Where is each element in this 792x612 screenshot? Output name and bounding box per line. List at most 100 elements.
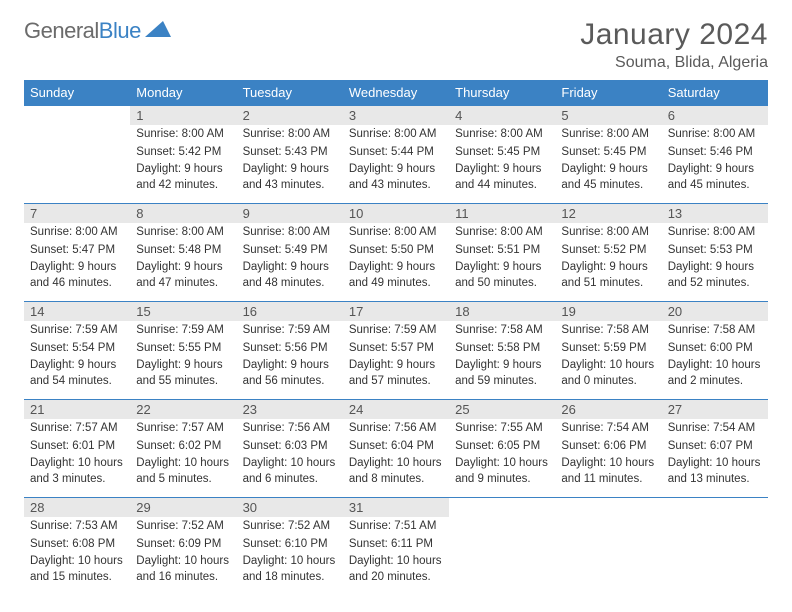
day-number: 27	[662, 400, 768, 419]
daylight-text: Daylight: 9 hours and 52 minutes.	[662, 258, 768, 291]
day-number: 14	[24, 302, 130, 321]
daylight-text: Daylight: 10 hours and 3 minutes.	[24, 454, 130, 487]
sunset-text: Sunset: 5:43 PM	[237, 143, 343, 161]
logo-text-gray: General	[24, 18, 99, 43]
daylight-text: Daylight: 9 hours and 42 minutes.	[130, 160, 236, 193]
daylight-text: Daylight: 9 hours and 44 minutes.	[449, 160, 555, 193]
day-number: 22	[130, 400, 236, 419]
daylight-text: Daylight: 9 hours and 46 minutes.	[24, 258, 130, 291]
sunrise-text: Sunrise: 7:51 AM	[343, 517, 449, 535]
sunrise-text: Sunrise: 8:00 AM	[662, 125, 768, 143]
day-number: 18	[449, 302, 555, 321]
daylight-text: Daylight: 10 hours and 20 minutes.	[343, 552, 449, 585]
day-number: 7	[24, 204, 130, 223]
daylight-text: Daylight: 10 hours and 11 minutes.	[555, 454, 661, 487]
day-number: 24	[343, 400, 449, 419]
calendar-week: 1Sunrise: 8:00 AMSunset: 5:42 PMDaylight…	[24, 106, 768, 198]
sunset-text: Sunset: 5:55 PM	[130, 339, 236, 357]
day-number: 16	[237, 302, 343, 321]
day-header: Thursday	[449, 80, 555, 106]
day-number: 11	[449, 204, 555, 223]
day-header-row: SundayMondayTuesdayWednesdayThursdayFrid…	[24, 80, 768, 106]
sunrise-text: Sunrise: 7:56 AM	[343, 419, 449, 437]
sunset-text: Sunset: 5:49 PM	[237, 241, 343, 259]
sunrise-text: Sunrise: 7:52 AM	[130, 517, 236, 535]
calendar-cell	[449, 498, 555, 590]
calendar-cell: 29Sunrise: 7:52 AMSunset: 6:09 PMDayligh…	[130, 498, 236, 590]
day-number: 1	[130, 106, 236, 125]
logo-text-blue: Blue	[99, 18, 141, 43]
sunrise-text: Sunrise: 7:59 AM	[130, 321, 236, 339]
day-number: 28	[24, 498, 130, 517]
header: GeneralBlue January 2024 Souma, Blida, A…	[24, 18, 768, 72]
sunrise-text: Sunrise: 7:58 AM	[662, 321, 768, 339]
sunrise-text: Sunrise: 7:56 AM	[237, 419, 343, 437]
sunset-text: Sunset: 5:58 PM	[449, 339, 555, 357]
day-number: 15	[130, 302, 236, 321]
sunset-text: Sunset: 6:05 PM	[449, 437, 555, 455]
sunrise-text: Sunrise: 8:00 AM	[343, 125, 449, 143]
sunrise-text: Sunrise: 8:00 AM	[130, 223, 236, 241]
sunrise-text: Sunrise: 8:00 AM	[662, 223, 768, 241]
sunrise-text: Sunrise: 7:55 AM	[449, 419, 555, 437]
sunset-text: Sunset: 6:03 PM	[237, 437, 343, 455]
calendar-cell: 12Sunrise: 8:00 AMSunset: 5:52 PMDayligh…	[555, 204, 661, 296]
sunset-text: Sunset: 6:07 PM	[662, 437, 768, 455]
daylight-text: Daylight: 10 hours and 18 minutes.	[237, 552, 343, 585]
calendar-week: 14Sunrise: 7:59 AMSunset: 5:54 PMDayligh…	[24, 302, 768, 394]
day-header: Saturday	[662, 80, 768, 106]
sunset-text: Sunset: 6:00 PM	[662, 339, 768, 357]
day-number: 4	[449, 106, 555, 125]
sunset-text: Sunset: 5:48 PM	[130, 241, 236, 259]
calendar-cell: 2Sunrise: 8:00 AMSunset: 5:43 PMDaylight…	[237, 106, 343, 198]
calendar-cell: 11Sunrise: 8:00 AMSunset: 5:51 PMDayligh…	[449, 204, 555, 296]
sunset-text: Sunset: 6:09 PM	[130, 535, 236, 553]
daylight-text: Daylight: 9 hours and 57 minutes.	[343, 356, 449, 389]
day-number: 31	[343, 498, 449, 517]
daylight-text: Daylight: 10 hours and 15 minutes.	[24, 552, 130, 585]
calendar-cell: 25Sunrise: 7:55 AMSunset: 6:05 PMDayligh…	[449, 400, 555, 492]
calendar-cell: 31Sunrise: 7:51 AMSunset: 6:11 PMDayligh…	[343, 498, 449, 590]
calendar-cell: 23Sunrise: 7:56 AMSunset: 6:03 PMDayligh…	[237, 400, 343, 492]
sunset-text: Sunset: 5:53 PM	[662, 241, 768, 259]
daylight-text: Daylight: 9 hours and 48 minutes.	[237, 258, 343, 291]
daylight-text: Daylight: 10 hours and 2 minutes.	[662, 356, 768, 389]
calendar-cell: 21Sunrise: 7:57 AMSunset: 6:01 PMDayligh…	[24, 400, 130, 492]
sunrise-text: Sunrise: 8:00 AM	[24, 223, 130, 241]
day-number: 21	[24, 400, 130, 419]
sunrise-text: Sunrise: 8:00 AM	[555, 125, 661, 143]
sunset-text: Sunset: 6:06 PM	[555, 437, 661, 455]
sunrise-text: Sunrise: 7:59 AM	[237, 321, 343, 339]
sunrise-text: Sunrise: 8:00 AM	[237, 223, 343, 241]
sunset-text: Sunset: 5:45 PM	[555, 143, 661, 161]
sunset-text: Sunset: 5:54 PM	[24, 339, 130, 357]
day-number: 26	[555, 400, 661, 419]
location: Souma, Blida, Algeria	[580, 54, 768, 72]
sunset-text: Sunset: 5:56 PM	[237, 339, 343, 357]
daylight-text: Daylight: 10 hours and 13 minutes.	[662, 454, 768, 487]
sunrise-text: Sunrise: 8:00 AM	[130, 125, 236, 143]
daylight-text: Daylight: 9 hours and 54 minutes.	[24, 356, 130, 389]
daylight-text: Daylight: 9 hours and 43 minutes.	[343, 160, 449, 193]
daylight-text: Daylight: 9 hours and 55 minutes.	[130, 356, 236, 389]
calendar-cell: 14Sunrise: 7:59 AMSunset: 5:54 PMDayligh…	[24, 302, 130, 394]
sunset-text: Sunset: 5:57 PM	[343, 339, 449, 357]
daylight-text: Daylight: 10 hours and 6 minutes.	[237, 454, 343, 487]
sunset-text: Sunset: 5:42 PM	[130, 143, 236, 161]
sunset-text: Sunset: 6:01 PM	[24, 437, 130, 455]
day-number: 25	[449, 400, 555, 419]
calendar-cell	[662, 498, 768, 590]
calendar-week: 21Sunrise: 7:57 AMSunset: 6:01 PMDayligh…	[24, 400, 768, 492]
sunset-text: Sunset: 5:46 PM	[662, 143, 768, 161]
calendar-cell: 30Sunrise: 7:52 AMSunset: 6:10 PMDayligh…	[237, 498, 343, 590]
day-number: 12	[555, 204, 661, 223]
sunrise-text: Sunrise: 7:59 AM	[343, 321, 449, 339]
sunset-text: Sunset: 5:47 PM	[24, 241, 130, 259]
day-number: 2	[237, 106, 343, 125]
sunset-text: Sunset: 5:44 PM	[343, 143, 449, 161]
daylight-text: Daylight: 9 hours and 47 minutes.	[130, 258, 236, 291]
daylight-text: Daylight: 9 hours and 51 minutes.	[555, 258, 661, 291]
calendar-cell: 24Sunrise: 7:56 AMSunset: 6:04 PMDayligh…	[343, 400, 449, 492]
calendar-cell: 26Sunrise: 7:54 AMSunset: 6:06 PMDayligh…	[555, 400, 661, 492]
calendar-cell: 20Sunrise: 7:58 AMSunset: 6:00 PMDayligh…	[662, 302, 768, 394]
